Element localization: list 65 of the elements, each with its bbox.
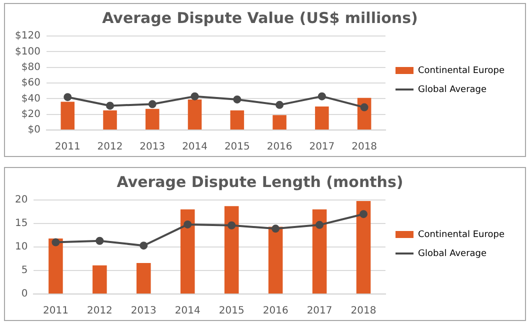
bar: [188, 99, 202, 130]
bar: [315, 106, 329, 130]
x-tick-label: 2017: [309, 142, 335, 153]
x-tick-label: 2018: [352, 142, 378, 153]
y-tick-label: 0: [21, 288, 28, 300]
point: [148, 100, 156, 108]
bar: [103, 110, 117, 130]
bar: [180, 209, 195, 294]
y-tick-label: $80: [21, 62, 40, 73]
y-tick-label: 20: [14, 194, 28, 206]
x-tick-label: 2011: [42, 306, 68, 317]
x-tick-label: 2018: [350, 306, 376, 317]
legend-label: Continental Europe: [418, 230, 505, 240]
point: [96, 236, 104, 245]
y-tick-label: 10: [14, 242, 28, 253]
legend-label: Global Average: [418, 84, 487, 95]
x-tick-label: 2014: [182, 142, 208, 153]
y-tick-label: $0: [28, 124, 40, 136]
x-tick-label: 2014: [174, 306, 200, 317]
y-tick-label: $60: [21, 78, 40, 89]
point: [190, 92, 199, 100]
bar: [224, 206, 239, 294]
bar: [48, 238, 63, 294]
point: [272, 224, 280, 233]
chart-title: Average Dispute Value (US$ millions): [102, 8, 418, 27]
point: [316, 220, 324, 229]
x-tick-label: 2012: [97, 142, 123, 153]
point: [184, 220, 192, 228]
y-tick-label: $20: [21, 108, 40, 120]
bar: [272, 115, 286, 130]
point: [360, 103, 368, 112]
y-tick-label: $120: [14, 30, 40, 42]
x-tick-label: 2016: [262, 306, 288, 317]
point: [233, 95, 242, 104]
y-tick-label: 5: [21, 265, 28, 276]
point: [276, 100, 284, 109]
chart-title: Average Dispute Length (months): [116, 172, 404, 191]
point: [318, 92, 326, 100]
x-tick-label: 2016: [266, 142, 292, 153]
x-tick-label: 2017: [306, 306, 332, 317]
bar: [136, 262, 151, 294]
x-tick-label: 2015: [224, 142, 250, 153]
x-tick-label: 2013: [130, 306, 156, 317]
point: [360, 210, 368, 218]
legend-label: Continental Europe: [418, 66, 505, 76]
bar: [60, 102, 75, 130]
x-tick-label: 2011: [54, 142, 80, 153]
bar: [146, 108, 160, 130]
y-tick-label: $100: [14, 46, 40, 58]
legend-label: Global Average: [418, 248, 487, 259]
point: [64, 93, 72, 102]
bar: [356, 200, 371, 294]
bar: [92, 265, 107, 294]
y-tick-label: $40: [21, 93, 40, 104]
x-tick-label: 2015: [218, 306, 244, 317]
bar: [312, 209, 327, 294]
bar: [268, 226, 283, 294]
y-tick-label: 15: [14, 218, 28, 230]
x-tick-label: 2013: [140, 142, 166, 153]
bar: [230, 110, 244, 130]
point: [228, 221, 236, 230]
point: [106, 102, 114, 110]
point: [52, 238, 60, 246]
point: [140, 242, 148, 250]
x-tick-label: 2012: [86, 306, 112, 317]
